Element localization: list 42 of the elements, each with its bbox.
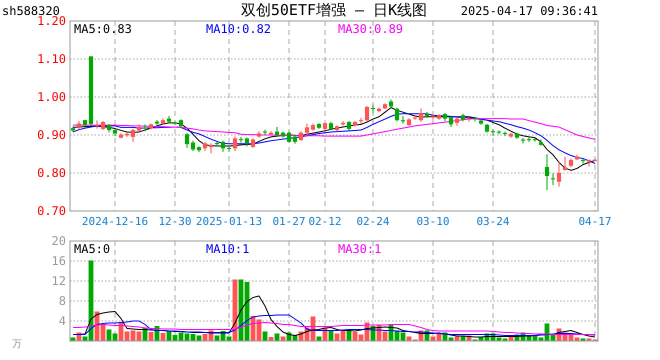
x-tick-label: 04-17 (578, 215, 612, 228)
x-tick-label: 01-27 (272, 215, 306, 228)
text: MA30:0.89 (338, 22, 404, 36)
y-tick-label: 0.70 (37, 204, 66, 218)
chart-title: 双创50ETF增强 — 日K线图 (240, 1, 428, 19)
y-tick-label: 0.90 (37, 128, 66, 142)
y-tick-label: 1.10 (37, 52, 66, 66)
bar (316, 336, 322, 341)
bar (160, 333, 166, 341)
x-tick-label: 02-24 (356, 215, 390, 228)
x-tick-label: 03-24 (476, 215, 510, 228)
text: MA10:1 (206, 242, 250, 256)
bar (346, 330, 352, 341)
x-tick-label: 12-30 (158, 215, 192, 228)
bar (274, 334, 280, 341)
bar (454, 336, 460, 341)
y-tick-label: 4 (58, 314, 66, 328)
y-tick-label: 20 (52, 234, 66, 248)
text: MA10:0.82 (206, 22, 272, 36)
y-tick-label: 8 (58, 294, 66, 308)
y-tick-label: 12 (52, 274, 66, 288)
y-tick-label: 0.80 (37, 166, 66, 180)
x-tick-label: 02-12 (308, 215, 342, 228)
y-tick-label: 16 (52, 254, 66, 268)
y-axis-title: 万 (12, 339, 22, 350)
bar (70, 338, 76, 341)
text: MA30:1 (338, 242, 382, 256)
y-tick-label: 1.20 (37, 14, 66, 28)
y-tick-label: 1.00 (37, 90, 66, 104)
bar (280, 336, 286, 341)
bar (148, 332, 154, 341)
x-tick-label: 03-10 (416, 215, 450, 228)
bar (328, 331, 334, 341)
x-tick-label: 2025-01-13 (196, 215, 262, 228)
bar (262, 332, 268, 341)
bar (268, 337, 274, 341)
bar (232, 280, 238, 341)
text: MA5:0.83 (74, 22, 132, 36)
text: 2025-04-17 09:36:41 (460, 4, 598, 18)
bar (508, 337, 514, 341)
x-tick-label: 2024-12-16 (82, 215, 148, 228)
text: MA5:0 (74, 242, 110, 256)
